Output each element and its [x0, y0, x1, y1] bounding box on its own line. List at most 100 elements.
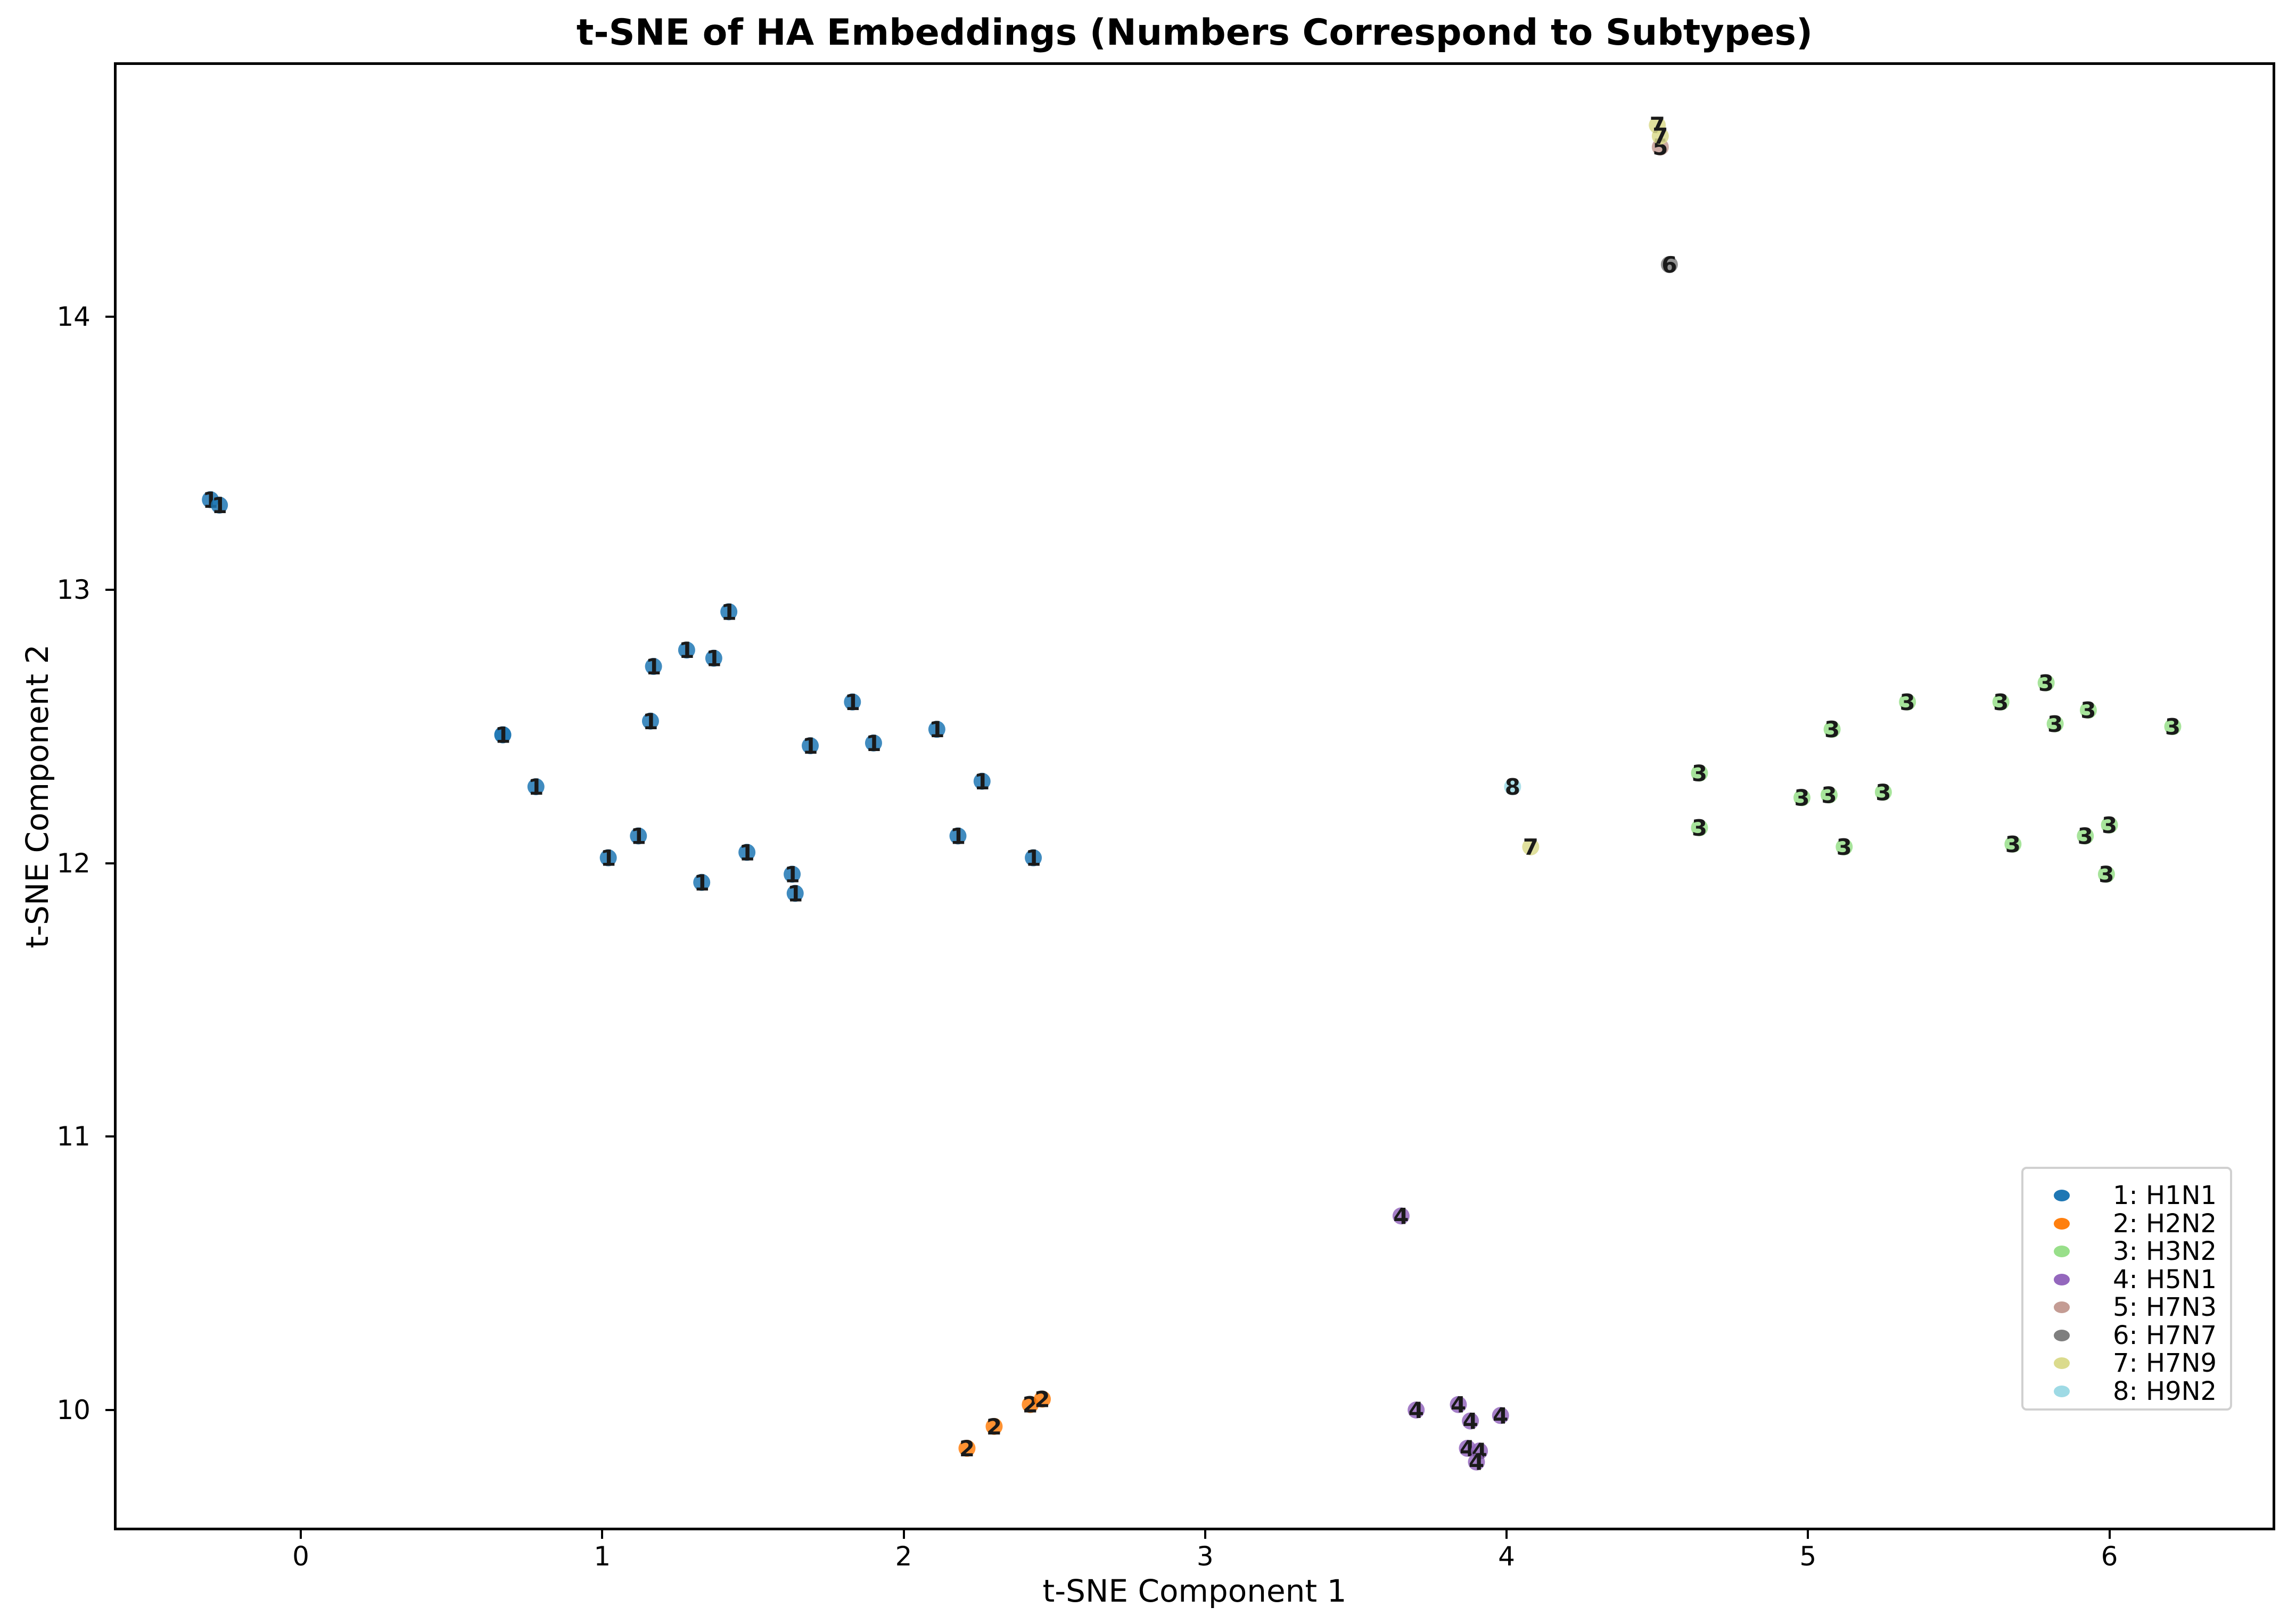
legend-label: 8: H9N2	[2113, 1376, 2217, 1406]
x-tick-mark	[902, 1530, 905, 1539]
legend-item: 1: H1N1	[2023, 1181, 2230, 1210]
legend-item: 4: H5N1	[2023, 1265, 2230, 1295]
legend-marker-icon	[2054, 1329, 2070, 1341]
x-tick-label: 1	[594, 1541, 611, 1572]
point-label: 4	[1493, 1403, 1508, 1429]
x-tick-label: 3	[1196, 1541, 1214, 1572]
legend-marker-icon	[2054, 1190, 2070, 1201]
x-tick-mark	[300, 1530, 302, 1539]
legend-marker-icon	[2054, 1301, 2070, 1313]
point-label: 3	[1900, 689, 1915, 715]
data-point	[1691, 764, 1708, 782]
point-label: 6	[1661, 252, 1677, 278]
legend-item: 2: H2N2	[2023, 1209, 2230, 1239]
point-label: 3	[1692, 815, 1707, 841]
data-point	[2097, 865, 2115, 883]
data-point	[958, 1439, 976, 1457]
y-tick-label: 10	[56, 1395, 90, 1426]
data-point	[1468, 1453, 1485, 1471]
data-point	[2101, 816, 2118, 834]
data-point	[1823, 721, 1841, 738]
data-point	[1025, 849, 1042, 867]
point-label: 1	[679, 637, 694, 663]
plot-area: 1111111111111111111111122223333333333333…	[114, 62, 2275, 1530]
data-point	[2037, 674, 2055, 691]
data-point	[2046, 715, 2064, 732]
point-label: 1	[643, 708, 658, 735]
point-label: 1	[706, 646, 721, 672]
data-point	[1660, 256, 1678, 274]
legend-label: 6: H7N7	[2113, 1320, 2217, 1350]
point-label: 1	[646, 654, 661, 680]
data-point	[641, 712, 659, 730]
point-label: 4	[1409, 1397, 1424, 1423]
legend-label: 5: H7N3	[2113, 1292, 2217, 1322]
point-label: 3	[1824, 716, 1840, 743]
data-point	[1408, 1402, 1425, 1419]
point-label: 1	[495, 722, 511, 748]
data-point	[786, 885, 804, 902]
data-point	[2164, 718, 2182, 736]
data-point	[1836, 838, 1853, 856]
point-label: 3	[2078, 823, 2093, 849]
data-point	[949, 827, 967, 845]
data-point	[211, 497, 228, 514]
x-tick-mark	[1505, 1530, 1508, 1539]
data-point	[1793, 789, 1811, 806]
point-label: 3	[2099, 861, 2114, 887]
data-point	[645, 658, 662, 675]
x-tick-label: 4	[1498, 1541, 1515, 1572]
legend-item: 5: H7N3	[2023, 1292, 2230, 1322]
data-point	[494, 726, 512, 744]
point-label: 1	[631, 823, 646, 849]
point-label: 7	[1523, 834, 1538, 860]
point-label: 1	[528, 774, 544, 800]
point-label: 3	[2047, 711, 2063, 737]
point-label: 2	[1034, 1386, 1050, 1412]
data-point	[985, 1417, 1003, 1435]
point-label: 1	[1025, 845, 1041, 871]
data-point	[1392, 1207, 1410, 1225]
y-tick-label: 13	[56, 574, 90, 606]
data-point	[2004, 835, 2022, 853]
legend-marker-icon	[2054, 1246, 2070, 1257]
data-point	[599, 849, 617, 867]
legend-marker-icon	[2054, 1385, 2070, 1397]
y-tick-mark	[105, 589, 114, 591]
chart-title: t-SNE of HA Embeddings (Numbers Correspo…	[576, 12, 1813, 54]
scatter-points: 1111111111111111111111122223333333333333…	[202, 112, 2182, 1475]
y-tick-mark	[105, 315, 114, 318]
legend-item: 7: H7N9	[2023, 1348, 2230, 1378]
data-point	[1462, 1412, 1479, 1430]
legend: 1: H1N1 2: H2N2 3: H3N2 4: H5N1 5: H7N3 6: H7…	[2021, 1167, 2232, 1411]
point-label: 2	[959, 1436, 975, 1462]
x-tick-mark	[2108, 1530, 2111, 1539]
legend-item: 3: H3N2	[2023, 1236, 2230, 1266]
x-tick-mark	[1807, 1530, 1809, 1539]
point-label: 1	[600, 845, 616, 871]
legend-item: 8: H9N2	[2023, 1376, 2230, 1406]
data-point	[705, 649, 722, 667]
data-point	[1874, 784, 1892, 801]
point-label: 4	[1451, 1392, 1466, 1418]
point-label: 1	[721, 599, 737, 625]
point-label: 3	[1993, 689, 2009, 715]
point-label: 1	[739, 839, 755, 865]
point-label: 1	[694, 870, 710, 896]
legend-label: 4: H5N1	[2113, 1264, 2217, 1295]
point-label: 3	[2102, 812, 2117, 838]
point-label: 3	[2165, 714, 2180, 740]
point-label: 1	[784, 861, 800, 887]
data-point	[630, 827, 647, 845]
point-label: 8	[1505, 774, 1520, 800]
point-label: 4	[1393, 1203, 1409, 1229]
point-label: 3	[2038, 670, 2054, 696]
y-tick-mark	[105, 1135, 114, 1138]
data-point	[784, 865, 801, 883]
y-tick-mark	[105, 1409, 114, 1412]
legend-label: 3: H3N2	[2113, 1236, 2217, 1266]
y-tick-label: 12	[56, 847, 90, 879]
data-point	[1522, 838, 1540, 856]
point-label: 3	[1692, 760, 1707, 786]
legend-item: 6: H7N7	[2023, 1321, 2230, 1350]
